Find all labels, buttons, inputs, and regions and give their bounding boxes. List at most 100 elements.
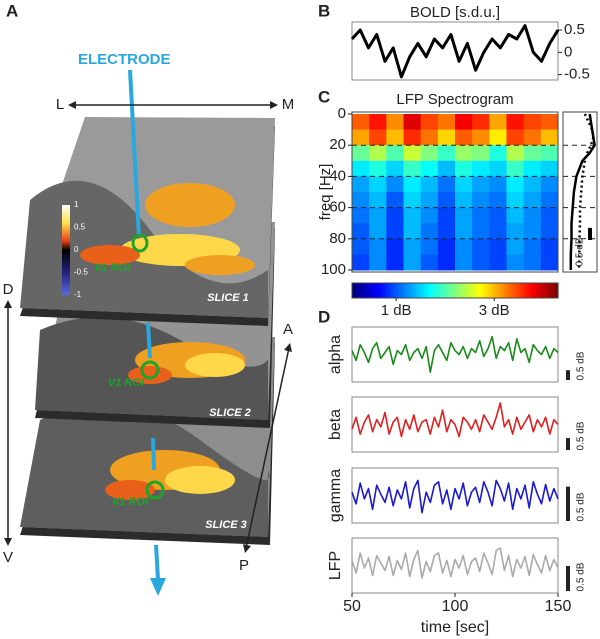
colorbar-swatch bbox=[416, 283, 420, 298]
heat-cell bbox=[540, 254, 559, 271]
colorbar-swatch bbox=[488, 283, 492, 298]
colorbar-swatch bbox=[491, 283, 495, 298]
colorbar-swatch bbox=[485, 283, 490, 298]
heat-cell bbox=[523, 192, 542, 209]
series-label: LFP bbox=[327, 551, 344, 580]
heat-cell bbox=[523, 223, 542, 240]
colorbar-swatch bbox=[400, 283, 405, 298]
colorbar-swatch bbox=[539, 283, 544, 298]
heat-cell bbox=[420, 176, 439, 193]
scale-bar-label: 0.5 dB bbox=[575, 237, 586, 266]
heat-cell bbox=[506, 207, 525, 224]
heat-cell bbox=[455, 129, 473, 146]
colorbar-swatch bbox=[393, 283, 397, 298]
heat-cell bbox=[352, 176, 370, 193]
heat-cell bbox=[540, 176, 559, 193]
heat-cell bbox=[506, 129, 525, 146]
colorbar-swatch bbox=[501, 283, 505, 298]
y-tick-label: 20 bbox=[329, 136, 346, 153]
heat-cell bbox=[455, 254, 473, 271]
series-label: gamma bbox=[327, 469, 344, 522]
colorbar-swatch bbox=[424, 283, 428, 298]
x-tick-label: 100 bbox=[442, 598, 469, 615]
heat-cell bbox=[472, 238, 490, 255]
heat-cell bbox=[540, 238, 559, 255]
y-tick-label: 0.5 bbox=[564, 21, 585, 38]
heat-cell bbox=[403, 129, 422, 146]
colorbar-swatch bbox=[411, 283, 415, 298]
heat-cell bbox=[352, 254, 370, 271]
colorbar-swatch bbox=[514, 283, 518, 298]
slice-label: SLICE 1 bbox=[207, 292, 249, 304]
heat-cell bbox=[369, 254, 387, 271]
colorbar-swatch bbox=[550, 283, 554, 298]
heat-cell bbox=[386, 114, 404, 131]
electrode-label: ELECTRODE bbox=[78, 51, 171, 68]
heat-cell bbox=[369, 238, 387, 255]
heat-cell bbox=[455, 114, 473, 131]
colorbar-swatch bbox=[496, 283, 500, 298]
heat-cell bbox=[369, 145, 387, 162]
colorbar-swatch bbox=[534, 283, 538, 298]
colorbar-swatch bbox=[442, 283, 446, 298]
colorbar-swatch bbox=[426, 283, 430, 298]
panel-label: C bbox=[318, 87, 330, 106]
heat-cell bbox=[420, 254, 439, 271]
axis-label: D bbox=[3, 281, 14, 298]
heat-cell bbox=[420, 129, 439, 146]
heat-cell bbox=[420, 192, 439, 209]
scale-bar-label: 0.5 dB bbox=[576, 492, 587, 521]
heat-cell bbox=[386, 192, 404, 209]
colorbar-swatch bbox=[449, 283, 454, 298]
heat-cell bbox=[472, 192, 490, 209]
line bbox=[351, 479, 559, 514]
colorbar-swatch bbox=[362, 283, 366, 298]
colorbar-swatch bbox=[447, 283, 451, 298]
heat-cell bbox=[472, 207, 490, 224]
heat-cell bbox=[369, 176, 387, 193]
x-tick-label: 50 bbox=[343, 598, 361, 615]
y-tick-label: 100 bbox=[321, 261, 346, 278]
colorbar-swatch bbox=[403, 283, 407, 298]
heat-cell bbox=[506, 160, 525, 177]
colorbar-swatch bbox=[408, 283, 412, 298]
heat-cell bbox=[455, 176, 473, 193]
y-tick-label: 0 bbox=[338, 105, 346, 122]
colorbar-swatch bbox=[475, 283, 479, 298]
colorbar-swatch bbox=[364, 283, 369, 298]
colorbar-swatch bbox=[493, 283, 497, 298]
scale-bar-label: 0.5 dB bbox=[576, 421, 587, 450]
scale-bar-label: 0.5 dB bbox=[576, 351, 587, 380]
heat-cell bbox=[489, 145, 507, 162]
plot-frame bbox=[351, 111, 559, 273]
roi-label: V1 ROI bbox=[108, 377, 145, 389]
x-axis-label: time [sec] bbox=[421, 619, 489, 636]
panel-a-art bbox=[4, 69, 292, 596]
colorbar-swatch bbox=[516, 283, 520, 298]
colorbar-swatch bbox=[372, 283, 376, 298]
colorbar-swatch bbox=[478, 283, 482, 298]
heat-cell bbox=[369, 114, 387, 131]
heat-cell bbox=[489, 254, 507, 271]
heat-cell bbox=[403, 223, 422, 240]
heat-cell bbox=[437, 207, 456, 224]
heat-cell bbox=[420, 207, 439, 224]
colorbar-swatch bbox=[506, 283, 510, 298]
colorbar-tick-label: 0.5 bbox=[74, 223, 86, 232]
colorbar-swatch bbox=[527, 283, 531, 298]
heat-cell bbox=[540, 160, 559, 177]
heat-cell bbox=[386, 254, 404, 271]
axis-label: V bbox=[3, 549, 13, 566]
heat-cell bbox=[352, 223, 370, 240]
heat-cell bbox=[352, 207, 370, 224]
heat-cell bbox=[472, 223, 490, 240]
heat-cell bbox=[352, 145, 370, 162]
colorbar-tick-label: 1 dB bbox=[381, 302, 412, 319]
heat-cell bbox=[352, 238, 370, 255]
colorbar-swatch bbox=[498, 283, 502, 298]
colorbar-swatch bbox=[480, 283, 484, 298]
colorbar-swatch bbox=[377, 283, 381, 298]
heat-cell bbox=[506, 223, 525, 240]
colorbar-swatch bbox=[457, 283, 461, 298]
